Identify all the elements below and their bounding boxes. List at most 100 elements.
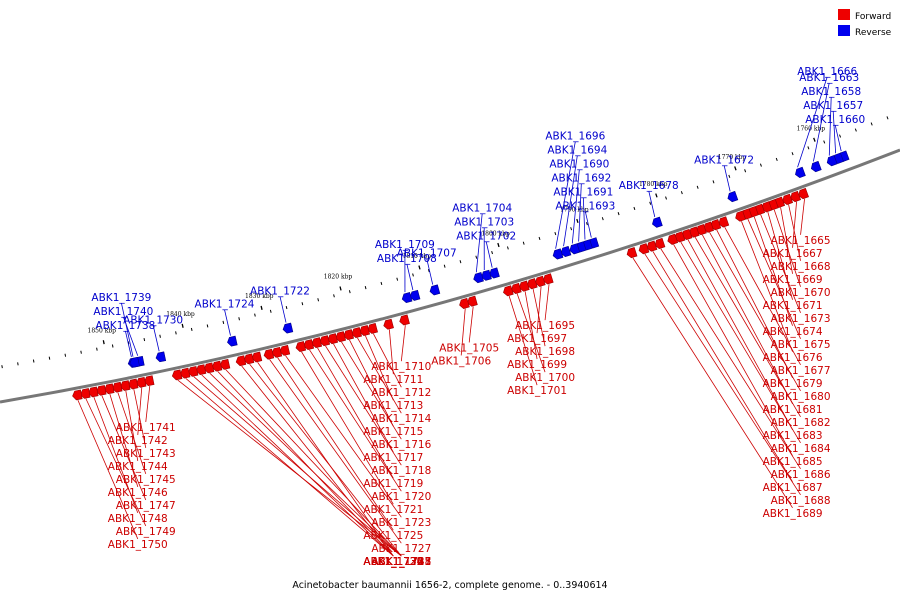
reverse-gene-glyph[interactable] <box>282 322 294 334</box>
reverse-gene-glyph[interactable] <box>794 166 806 179</box>
forward-gene-glyph[interactable] <box>717 216 730 228</box>
forward-gene-glyph[interactable] <box>399 314 410 326</box>
gene-label[interactable]: ABK1_1729 <box>363 556 423 568</box>
gene-label[interactable]: ABK1_1689 <box>763 508 823 520</box>
gene-label[interactable]: ABK1_1723 <box>371 517 431 529</box>
forward-gene-glyph[interactable] <box>646 240 658 252</box>
forward-gene-glyph[interactable] <box>187 366 199 377</box>
gene-label[interactable]: ABK1_1725 <box>363 530 423 542</box>
gene-label[interactable]: ABK1_1744 <box>108 461 168 473</box>
gene-label[interactable]: ABK1_1667 <box>763 248 823 260</box>
forward-gene-glyph[interactable] <box>327 333 339 345</box>
gene-label[interactable]: ABK1_1742 <box>108 435 168 447</box>
gene-label[interactable]: ABK1_1710 <box>371 361 431 373</box>
gene-label[interactable]: ABK1_1750 <box>108 539 168 551</box>
reverse-gene-glyph[interactable] <box>560 245 572 258</box>
gene-label[interactable]: ABK1_1658 <box>801 86 861 98</box>
forward-gene-glyph[interactable] <box>96 385 107 396</box>
gene-label[interactable]: ABK1_1707 <box>397 248 457 260</box>
forward-gene-glyph[interactable] <box>263 348 275 360</box>
gene-label[interactable]: ABK1_1720 <box>371 491 431 503</box>
gene-label[interactable]: ABK1_1691 <box>553 187 613 199</box>
gene-label[interactable]: ABK1_1703 <box>454 217 514 229</box>
gene-label[interactable]: ABK1_1716 <box>371 439 431 451</box>
gene-label[interactable]: ABK1_1714 <box>371 413 431 425</box>
gene-label[interactable]: ABK1_1746 <box>108 487 168 499</box>
forward-gene-glyph[interactable] <box>303 339 315 351</box>
gene-label[interactable]: ABK1_1727 <box>371 543 431 555</box>
gene-label[interactable]: ABK1_1698 <box>515 346 575 358</box>
gene-label[interactable]: ABK1_1670 <box>771 287 831 299</box>
forward-gene-glyph[interactable] <box>311 337 323 349</box>
gene-label[interactable]: ABK1_1712 <box>371 387 431 399</box>
forward-gene-glyph[interactable] <box>179 367 191 379</box>
gene-label[interactable]: ABK1_1695 <box>515 320 575 332</box>
forward-gene-glyph[interactable] <box>219 358 231 370</box>
gene-label[interactable]: ABK1_1701 <box>507 385 567 397</box>
reverse-gene-glyph[interactable] <box>480 269 492 281</box>
gene-label[interactable]: ABK1_1665 <box>771 235 831 247</box>
forward-gene-glyph[interactable] <box>88 386 99 398</box>
gene-label[interactable]: ABK1_1674 <box>763 326 823 338</box>
gene-label[interactable]: ABK1_1718 <box>371 465 431 477</box>
reverse-gene-glyph[interactable] <box>488 267 500 279</box>
forward-gene-glyph[interactable] <box>203 362 215 374</box>
forward-gene-glyph[interactable] <box>335 331 347 343</box>
gene-label[interactable]: ABK1_1704 <box>452 203 512 215</box>
reverse-gene-glyph[interactable] <box>129 356 140 368</box>
gene-label[interactable]: ABK1_1672 <box>694 154 754 166</box>
forward-gene-glyph[interactable] <box>502 285 514 297</box>
forward-gene-glyph[interactable] <box>171 369 183 381</box>
gene-label[interactable]: ABK1_1713 <box>363 400 423 412</box>
gene-label[interactable]: ABK1_1693 <box>555 201 615 213</box>
forward-gene-glyph[interactable] <box>367 322 378 334</box>
forward-gene-glyph[interactable] <box>383 318 394 330</box>
gene-label[interactable]: ABK1_1679 <box>763 378 823 390</box>
gene-label[interactable]: ABK1_1694 <box>547 145 607 157</box>
gene-label[interactable]: ABK1_1747 <box>116 500 176 512</box>
gene-label[interactable]: ABK1_1737 <box>371 556 431 568</box>
gene-label[interactable]: ABK1_1675 <box>771 339 831 351</box>
gene-label[interactable]: ABK1_1685 <box>763 456 823 468</box>
gene-label[interactable]: ABK1_1743 <box>116 448 176 460</box>
forward-gene-glyph[interactable] <box>112 381 123 393</box>
gene-label[interactable]: ABK1_1706 <box>431 355 491 367</box>
gene-label[interactable]: ABK1_1730 <box>123 314 183 326</box>
gene-label[interactable]: ABK1_1683 <box>763 430 823 442</box>
gene-label[interactable]: ABK1_1686 <box>771 469 831 481</box>
gene-label[interactable]: ABK1_1733 <box>371 556 431 568</box>
forward-gene-glyph[interactable] <box>271 346 283 358</box>
gene-label[interactable]: ABK1_1697 <box>507 333 567 345</box>
forward-gene-glyph[interactable] <box>789 190 802 203</box>
gene-label[interactable]: ABK1_1731 <box>371 556 431 568</box>
forward-gene-glyph[interactable] <box>235 355 247 367</box>
gene-label[interactable]: ABK1_1669 <box>763 274 823 286</box>
forward-gene-glyph[interactable] <box>781 193 794 206</box>
gene-label[interactable]: ABK1_1700 <box>515 372 575 384</box>
gene-label[interactable]: ABK1_1721 <box>363 504 423 516</box>
gene-label[interactable]: ABK1_1740 <box>93 306 153 318</box>
forward-gene-glyph[interactable] <box>638 243 650 255</box>
gene-label[interactable]: ABK1_1688 <box>771 495 831 507</box>
reverse-gene-glyph[interactable] <box>401 292 413 304</box>
gene-label[interactable]: ABK1_1708 <box>377 253 437 265</box>
forward-gene-glyph[interactable] <box>279 344 291 356</box>
gene-label[interactable]: ABK1_1680 <box>771 391 831 403</box>
gene-label[interactable]: ABK1_1671 <box>763 300 823 312</box>
gene-label[interactable]: ABK1_1657 <box>803 100 863 112</box>
forward-gene-glyph[interactable] <box>466 295 478 307</box>
reverse-gene-glyph[interactable] <box>552 248 564 260</box>
forward-gene-glyph[interactable] <box>343 329 355 341</box>
forward-gene-glyph[interactable] <box>72 389 83 401</box>
forward-gene-glyph[interactable] <box>295 341 307 352</box>
gene-label[interactable]: ABK1_1682 <box>771 417 831 429</box>
reverse-gene-glyph[interactable] <box>429 284 441 296</box>
forward-gene-glyph[interactable] <box>797 187 809 200</box>
gene-label[interactable]: ABK1_1745 <box>116 474 176 486</box>
reverse-gene-glyph[interactable] <box>568 243 581 255</box>
forward-gene-glyph[interactable] <box>510 282 522 294</box>
gene-label[interactable]: ABK1_1699 <box>507 359 567 371</box>
gene-label[interactable]: ABK1_1705 <box>439 342 499 354</box>
gene-label[interactable]: ABK1_1717 <box>363 452 423 464</box>
gene-label[interactable]: ABK1_1711 <box>363 374 423 386</box>
